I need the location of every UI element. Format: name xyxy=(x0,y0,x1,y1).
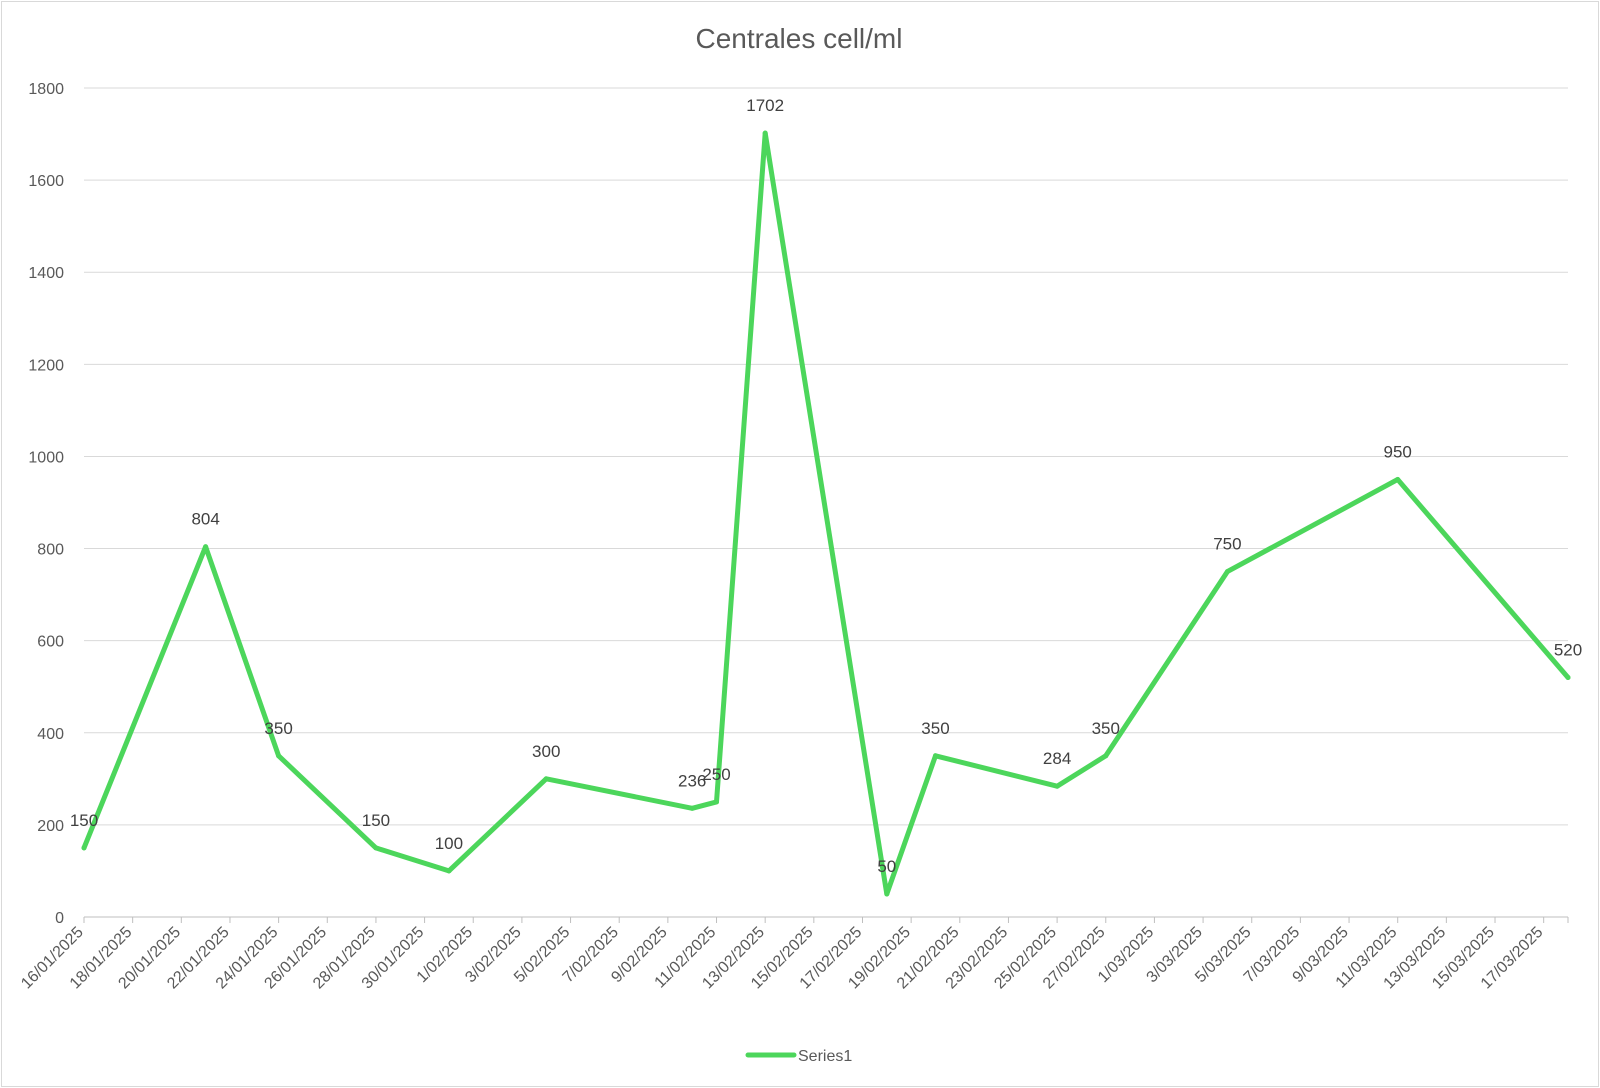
y-tick-label: 0 xyxy=(55,910,64,927)
data-label: 350 xyxy=(921,719,949,738)
data-label: 300 xyxy=(532,742,560,761)
data-label: 50 xyxy=(877,857,896,876)
data-point[interactable] xyxy=(1565,675,1571,681)
data-point[interactable] xyxy=(1103,753,1109,759)
y-tick-label: 1400 xyxy=(28,265,64,282)
data-point[interactable] xyxy=(884,891,890,897)
data-label: 284 xyxy=(1043,749,1071,768)
data-point[interactable] xyxy=(932,753,938,759)
data-label: 236 xyxy=(678,771,706,790)
data-label: 250 xyxy=(702,765,730,784)
data-point[interactable] xyxy=(762,130,768,136)
y-tick-label: 800 xyxy=(37,542,64,559)
legend-label-series1: Series1 xyxy=(798,1048,852,1065)
data-point[interactable] xyxy=(714,799,720,805)
data-point[interactable] xyxy=(373,845,379,851)
series-line-series1[interactable] xyxy=(81,130,1571,897)
data-point[interactable] xyxy=(1054,783,1060,789)
data-point[interactable] xyxy=(446,868,452,874)
data-point[interactable] xyxy=(81,845,87,851)
data-label: 150 xyxy=(70,811,98,830)
data-point[interactable] xyxy=(1224,569,1230,575)
data-label: 150 xyxy=(362,811,390,830)
series-layer xyxy=(81,130,1571,897)
chart-title: Centrales cell/ml xyxy=(696,23,903,54)
y-tick-label: 1200 xyxy=(28,357,64,374)
y-tick-label: 1600 xyxy=(28,173,64,190)
gridlines xyxy=(83,87,1569,923)
data-label: 350 xyxy=(1092,719,1120,738)
y-tick-label: 1000 xyxy=(28,449,64,466)
data-label: 1702 xyxy=(746,96,784,115)
y-tick-label: 400 xyxy=(37,726,64,743)
data-label: 750 xyxy=(1213,535,1241,554)
data-label: 804 xyxy=(191,510,219,529)
y-tick-label: 600 xyxy=(37,634,64,651)
data-point[interactable] xyxy=(1395,476,1401,482)
data-point[interactable] xyxy=(276,753,282,759)
y-axis-tick-labels: 0 200 400 600 800 1000 1200 1400 1600 1800 xyxy=(28,81,64,927)
data-point[interactable] xyxy=(543,776,549,782)
y-tick-label: 1800 xyxy=(28,81,64,98)
y-tick-label: 200 xyxy=(37,818,64,835)
data-label: 520 xyxy=(1554,641,1582,660)
data-point[interactable] xyxy=(203,544,209,550)
legend[interactable]: Series1 xyxy=(745,1048,852,1065)
data-label: 950 xyxy=(1384,442,1412,461)
data-point[interactable] xyxy=(689,805,695,811)
data-label: 350 xyxy=(264,719,292,738)
data-label: 100 xyxy=(435,834,463,853)
x-axis-tick-labels: 16/01/202518/01/202520/01/202522/01/2025… xyxy=(18,924,1546,993)
